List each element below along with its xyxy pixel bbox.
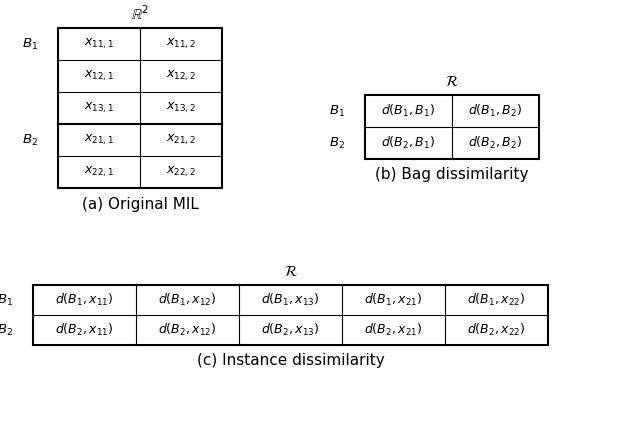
Text: $d(B_2,x_{12})$: $d(B_2,x_{12})$	[158, 322, 217, 338]
Text: $\mathcal{R}$: $\mathcal{R}$	[284, 264, 298, 279]
Text: $d(B_1,x_{12})$: $d(B_1,x_{12})$	[158, 292, 217, 308]
Text: $d(B_1,B_2)$: $d(B_1,B_2)$	[468, 103, 522, 119]
Bar	[365, 95, 539, 159]
Text: (c) Instance dissimilarity: (c) Instance dissimilarity	[196, 353, 385, 368]
Text: $B_2$: $B_2$	[329, 135, 345, 151]
Text: $B_2$: $B_2$	[22, 132, 38, 148]
Text: $x_{12,1}$: $x_{12,1}$	[84, 69, 114, 83]
Text: $d(B_2,B_2)$: $d(B_2,B_2)$	[468, 135, 522, 151]
Text: $\mathbb{R}^2$: $\mathbb{R}^2$	[131, 5, 149, 23]
Text: $x_{12,2}$: $x_{12,2}$	[166, 69, 196, 83]
Text: $x_{11,1}$: $x_{11,1}$	[84, 37, 114, 51]
Text: $d(B_2,x_{13})$: $d(B_2,x_{13})$	[261, 322, 320, 338]
Text: $x_{13,2}$: $x_{13,2}$	[166, 101, 196, 115]
Text: $d(B_1,x_{21})$: $d(B_1,x_{21})$	[364, 292, 422, 308]
Text: $\mathcal{R}$: $\mathcal{R}$	[445, 74, 459, 88]
Text: $x_{22,2}$: $x_{22,2}$	[166, 165, 196, 179]
Text: (b) Bag dissimilarity: (b) Bag dissimilarity	[375, 167, 529, 183]
Text: $B_1$: $B_1$	[0, 293, 13, 307]
Text: (a) Original MIL: (a) Original MIL	[81, 197, 198, 212]
Text: $d(B_1,x_{11})$: $d(B_1,x_{11})$	[55, 292, 114, 308]
Text: $d(B_2,x_{21})$: $d(B_2,x_{21})$	[364, 322, 422, 338]
Text: $d(B_1,B_1)$: $d(B_1,B_1)$	[381, 103, 435, 119]
Text: $x_{21,2}$: $x_{21,2}$	[166, 133, 196, 147]
Bar	[58, 28, 222, 188]
Text: $x_{22,1}$: $x_{22,1}$	[84, 165, 114, 179]
Text: $x_{11,2}$: $x_{11,2}$	[166, 37, 196, 51]
Text: $d(B_1,x_{22})$: $d(B_1,x_{22})$	[467, 292, 525, 308]
Text: $d(B_2,x_{22})$: $d(B_2,x_{22})$	[467, 322, 525, 338]
Text: $d(B_1,x_{13})$: $d(B_1,x_{13})$	[261, 292, 320, 308]
Text: $d(B_2,B_1)$: $d(B_2,B_1)$	[381, 135, 435, 151]
Text: $x_{21,1}$: $x_{21,1}$	[84, 133, 114, 147]
Text: $B_2$: $B_2$	[0, 322, 13, 338]
Bar	[33, 285, 548, 345]
Text: $B_1$: $B_1$	[22, 36, 38, 52]
Text: $B_1$: $B_1$	[329, 103, 345, 119]
Text: $x_{13,1}$: $x_{13,1}$	[84, 101, 114, 115]
Text: $d(B_2,x_{11})$: $d(B_2,x_{11})$	[55, 322, 114, 338]
